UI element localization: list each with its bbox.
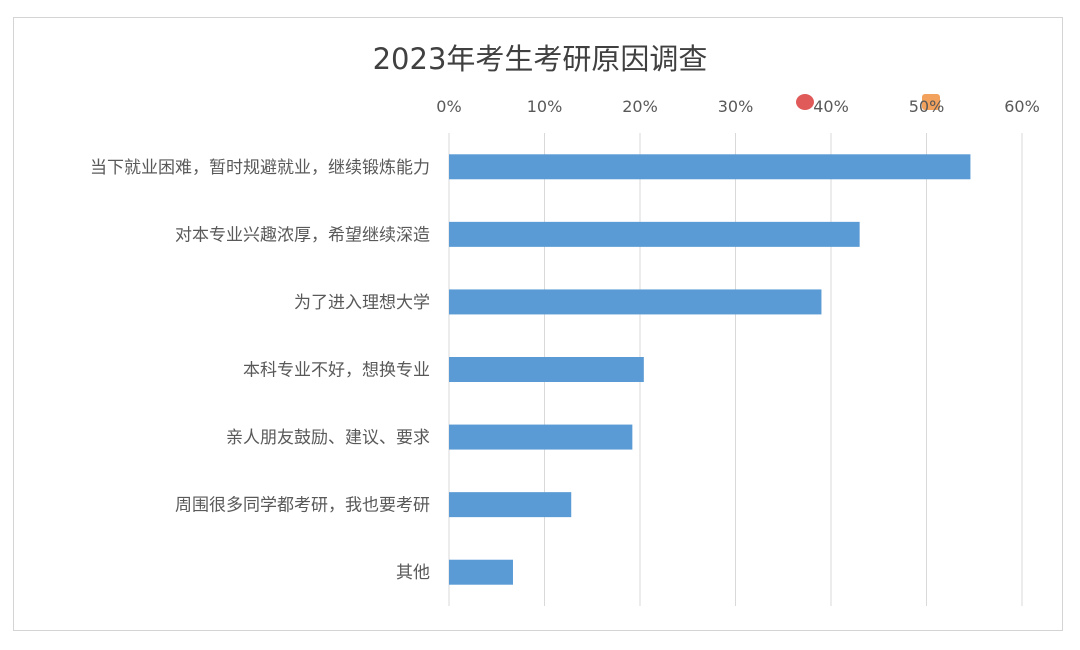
x-tick-label: 40% [813,97,849,116]
bar [449,559,513,585]
x-tick-label: 10% [527,97,563,116]
bar [449,424,633,450]
brand-logo-icon [796,94,814,110]
watermark-logo-left [796,92,818,112]
x-tick-label: 30% [718,97,754,116]
bar [449,154,971,180]
watermark-logo-right [922,92,944,112]
chart-title: 2023年考生考研原因调查 [372,42,708,76]
category-label: 其他 [396,563,430,583]
x-tick-label: 20% [622,97,658,116]
category-label: 为了进入理想大学 [294,293,430,313]
bar [449,492,572,518]
category-label: 当下就业困难，暂时规避就业，继续锻炼能力 [90,158,430,178]
bar [449,289,822,315]
bar [449,221,860,247]
category-label: 对本专业兴趣浓厚，希望继续深造 [175,225,430,245]
category-label: 本科专业不好，想换专业 [243,361,430,381]
category-label: 周围很多同学都考研，我也要考研 [175,496,430,516]
x-tick-label: 50% [909,97,945,116]
chart-frame [13,17,1063,631]
brand-logo-icon [922,94,940,110]
x-tick-label: 60% [1004,97,1040,116]
x-tick-label: 0% [436,97,461,116]
category-label: 亲人朋友鼓励、建议、要求 [226,428,430,448]
bar [449,357,644,382]
